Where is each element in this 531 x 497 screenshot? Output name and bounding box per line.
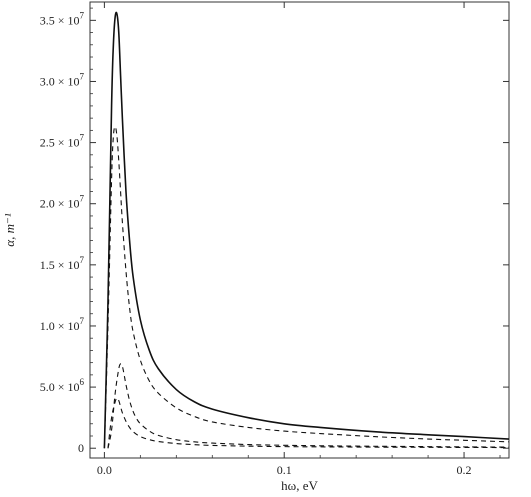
y-tick-exponent: 7 xyxy=(80,316,85,326)
y-tick-mantissa: 0 xyxy=(78,441,84,455)
y-tick-exponent: 7 xyxy=(80,71,85,81)
plot-frame xyxy=(89,1,510,459)
x-axis-title: hω, eV xyxy=(281,478,318,493)
y-tick-label: 1.0 × 107 xyxy=(40,316,85,333)
y-tick-label: 5.0 × 106 xyxy=(40,377,85,394)
y-tick-label: 1.5 × 107 xyxy=(40,255,85,272)
y-tick-exponent: 7 xyxy=(80,133,85,143)
y-tick-label: 3.5 × 107 xyxy=(40,10,85,27)
y-tick-mantissa: 2.5 × 10 xyxy=(40,136,80,150)
series-line-4 xyxy=(107,397,510,449)
series-line-1 xyxy=(103,11,510,449)
y-tick-exponent: 7 xyxy=(80,10,85,20)
series-line-2 xyxy=(103,126,510,449)
y-tick-label: 2.0 × 107 xyxy=(40,194,85,211)
y-tick-mantissa: 3.5 × 10 xyxy=(40,13,80,27)
y-tick-mantissa: 5.0 × 10 xyxy=(40,380,80,394)
y-axis-title: α, m⁻¹ xyxy=(2,213,17,247)
y-tick-exponent: 6 xyxy=(80,377,85,387)
x-tick-label: 0.0 xyxy=(97,463,112,477)
series-line-3 xyxy=(107,363,510,449)
y-tick-exponent: 7 xyxy=(80,194,85,204)
y-tick-label: 2.5 × 107 xyxy=(40,133,85,150)
y-tick-label: 3.0 × 107 xyxy=(40,71,85,88)
y-tick-mantissa: 1.0 × 10 xyxy=(40,319,80,333)
x-tick-label: 0.1 xyxy=(277,463,292,477)
series-layer xyxy=(103,11,510,449)
y-tick-label: 0 xyxy=(78,441,84,455)
y-tick-mantissa: 3.0 × 10 xyxy=(40,74,80,88)
y-tick-mantissa: 1.5 × 10 xyxy=(40,258,80,272)
y-tick-mantissa: 2.0 × 10 xyxy=(40,197,80,211)
y-tick-exponent: 7 xyxy=(80,255,85,265)
x-tick-label: 0.2 xyxy=(457,463,472,477)
plot-border xyxy=(89,1,510,459)
x-axis-ticks: 0.0 0.1 0.2 xyxy=(97,2,501,477)
